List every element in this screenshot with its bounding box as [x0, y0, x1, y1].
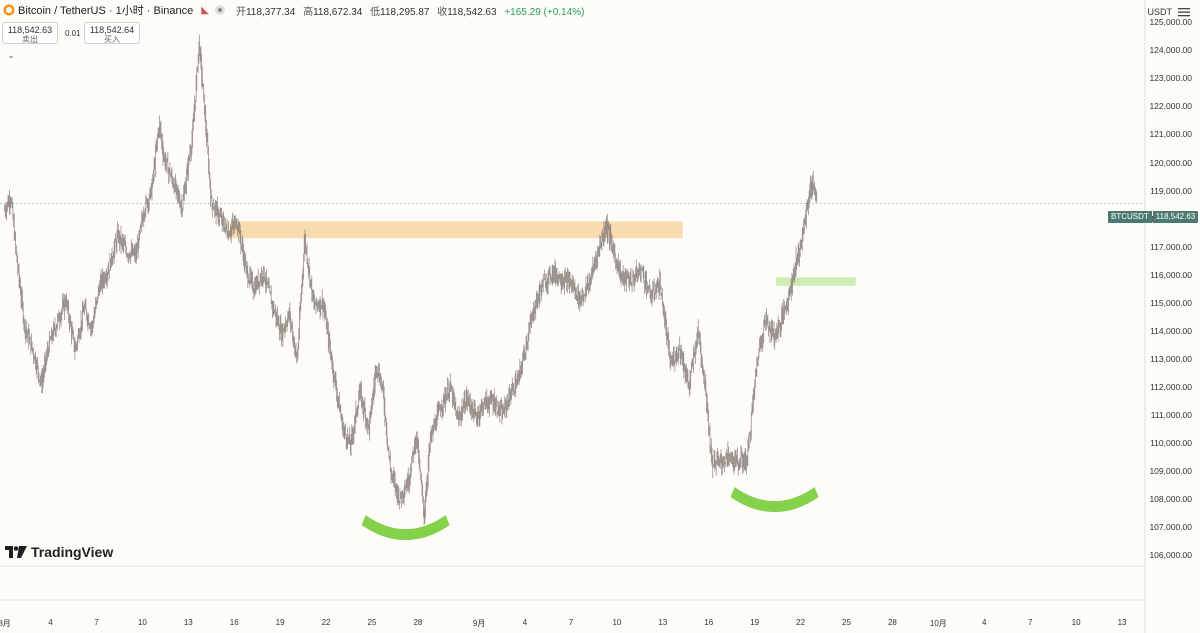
price-tick-label: 107,000.00	[1149, 521, 1192, 532]
time-tick-label: 25	[842, 618, 851, 627]
price-tick-label: 119,000.00	[1150, 185, 1192, 196]
price-series-layer	[4, 34, 818, 525]
bitcoin-icon	[3, 4, 15, 16]
close-value: 118,542.63	[447, 6, 497, 18]
change-value: +165.29 (+0.14%)	[504, 6, 585, 18]
time-tick-label: 19	[750, 618, 760, 627]
tradingview-logo-icon	[5, 546, 27, 558]
bottom-arc	[730, 487, 819, 513]
high-value: 118,672.34	[313, 6, 363, 18]
time-tick-label: 9月	[472, 619, 486, 628]
tradingview-logo-text: TradingView	[31, 544, 114, 560]
time-tick-label: 13	[658, 618, 668, 627]
time-tick-label: 13	[1117, 618, 1127, 627]
time-tick-label: 13	[183, 618, 193, 627]
time-tick-label: 10月	[929, 619, 947, 628]
symbol-title[interactable]: Bitcoin / TetherUS · 1小时 · Binance	[18, 5, 194, 17]
price-tick-label: 122,000.00	[1149, 101, 1192, 112]
price-tick-label: 106,000.00	[1149, 549, 1192, 560]
time-tick-label: 22	[796, 618, 806, 627]
support-zone	[776, 277, 856, 286]
price-tick-label: 108,000.00	[1149, 493, 1192, 504]
time-tick-label: 16	[229, 618, 239, 627]
live-status-icon	[214, 5, 225, 15]
price-tick-label: 115,000.00	[1150, 297, 1192, 308]
chart-header: Bitcoin / TetherUS · 1小时 · Binance ◣ 开11…	[0, 0, 584, 20]
time-tick-label: 8月	[0, 619, 11, 628]
time-tick-label: 7	[94, 618, 99, 627]
price-tick-label: 124,000.00	[1149, 45, 1192, 56]
price-tick-label: 112,000.00	[1150, 381, 1192, 392]
time-tick-label: 19	[275, 618, 285, 627]
time-tick-label: 4	[522, 618, 528, 627]
sell-price: 118,542.63	[7, 25, 53, 35]
sell-label: 卖出	[22, 35, 38, 44]
open-label: 开	[235, 6, 246, 18]
time-tick-label: 10	[137, 618, 147, 627]
annotation-zones	[229, 221, 856, 286]
price-tick-label: 120,000.00	[1149, 157, 1192, 168]
time-tick-label: 7	[568, 618, 574, 627]
bottom-arc	[361, 515, 450, 541]
time-tick-label: 7	[1027, 618, 1033, 627]
time-tick-label: 22	[321, 618, 331, 627]
market-status-icon: ◣	[201, 4, 209, 16]
last-price-tag: BTCUSDT 118,542.63	[1108, 211, 1199, 223]
tradingview-logo[interactable]: TradingView	[5, 544, 113, 560]
price-tick-label: 116,000.00	[1150, 269, 1192, 280]
low-label: 低	[370, 6, 381, 18]
currency-label[interactable]: USDT	[1147, 7, 1173, 17]
sell-button[interactable]: 118,542.63 卖出	[2, 22, 58, 44]
spread-value: 0.01	[65, 29, 81, 38]
price-tick-label: 109,000.00	[1149, 465, 1192, 476]
price-tick-label: 125,000.00	[1149, 17, 1192, 28]
high-label: 高	[303, 6, 314, 18]
buy-price: 118,542.64	[89, 25, 135, 35]
low-value: 118,295.87	[380, 6, 430, 18]
time-tick-label: 4	[48, 618, 53, 627]
price-tick-label: 123,000.00	[1149, 73, 1192, 84]
price-tick-label: 111,000.00	[1150, 409, 1192, 420]
buy-label: 买入	[104, 35, 120, 44]
buy-button[interactable]: 118,542.64 买入	[84, 22, 140, 44]
time-tick-label: 10	[612, 618, 622, 627]
price-tick-label: 117,000.00	[1150, 241, 1192, 252]
price-tick-label: 110,000.00	[1150, 437, 1192, 448]
bottom-arcs	[361, 487, 819, 541]
price-tag-value: 118,542.63	[1152, 211, 1199, 223]
time-tick-label: 28	[887, 618, 897, 627]
chevron-down-icon[interactable]: ⌄	[7, 51, 15, 60]
time-tick-label: 4	[982, 618, 987, 627]
time-tick-label: 25	[367, 618, 377, 627]
time-tick-label: 16	[704, 618, 714, 627]
close-label: 收	[437, 6, 448, 18]
resistance-zone	[229, 221, 683, 239]
ohlc-readout: 开118,377.34 高118,672.34 低118,295.87 收118…	[236, 3, 584, 18]
open-value: 118,377.34	[245, 6, 296, 18]
price-tick-label: 121,000.00	[1149, 129, 1192, 140]
menu-icon[interactable]	[1176, 5, 1192, 19]
time-tick-label: 10	[1071, 618, 1081, 627]
price-tag-symbol: BTCUSDT	[1108, 211, 1152, 223]
price-tick-label: 113,000.00	[1150, 353, 1192, 364]
time-tick-label: 28	[413, 618, 423, 627]
price-tick-label: 114,000.00	[1150, 325, 1192, 336]
